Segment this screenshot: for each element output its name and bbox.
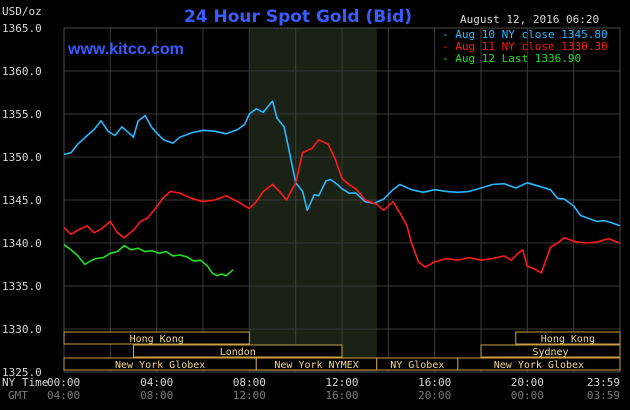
series-line-1 — [63, 100, 621, 227]
y-tick-label: 1330.0 — [2, 323, 42, 336]
y-tick-label: 1325.0 — [2, 366, 42, 379]
y-tick-label: 1365.0 — [2, 22, 42, 35]
gmt-time-tick: 08:00 — [140, 389, 173, 402]
ny-time-tick: 12:00 — [325, 376, 358, 389]
timestamp: August 12, 2016 06:20 — [460, 13, 599, 26]
session-label: New York Globex — [115, 360, 205, 371]
ny-time-tick: 08:00 — [233, 376, 266, 389]
session-bar — [480, 344, 621, 358]
session-bar — [133, 344, 343, 358]
gmt-time-tick: 03:59 — [587, 389, 620, 402]
legend: - Aug 10 NY close 1345.80 - Aug 11 NY cl… — [442, 28, 608, 65]
series-line-3 — [63, 244, 234, 277]
plot-frame — [63, 27, 621, 373]
units-label: USD/oz — [2, 5, 42, 18]
session-bar — [63, 331, 250, 345]
session-label: NY Globex — [390, 360, 444, 371]
y-tick-label: 1335.0 — [2, 280, 42, 293]
axes: 1365.0 1360.0 1355.0 1350.0 1345.0 1340.0 1335… — [2, 22, 620, 402]
y-tick-label: 1360.0 — [2, 65, 42, 78]
gmt-label: GMT — [8, 389, 28, 402]
legend-aug11: - Aug 11 NY close 1330.30 — [442, 40, 608, 53]
session-label: Hong Kong — [541, 334, 595, 345]
y-tick-label: 1350.0 — [2, 151, 42, 164]
gmt-time-tick: 12:00 — [233, 389, 266, 402]
y-tick-label: 1340.0 — [2, 237, 42, 250]
session-label: Sydney — [532, 347, 568, 358]
market-sessions: Hong Kong Hong Kong London Sydney New York G… — [63, 331, 621, 371]
session-label: New York Globex — [494, 360, 584, 371]
gmt-time-tick: 16:00 — [325, 389, 358, 402]
session-label: Hong Kong — [130, 334, 184, 345]
series-lines — [63, 100, 621, 277]
legend-aug10: - Aug 10 NY close 1345.80 — [442, 28, 608, 41]
y-tick-label: 1355.0 — [2, 108, 42, 121]
session-bar — [515, 331, 621, 345]
gmt-time-tick: 00:00 — [511, 389, 544, 402]
ny-time-tick: 20:00 — [511, 376, 544, 389]
series-line-2 — [63, 139, 621, 274]
session-bar — [457, 357, 621, 371]
session-label: New York NYMEX — [274, 360, 358, 371]
legend-aug12: - Aug 12 Last 1336.90 — [442, 52, 581, 65]
chart-title: 24 Hour Spot Gold (Bid) — [184, 7, 412, 27]
ny-time-tick: 23:59 — [587, 376, 620, 389]
ny-time-tick: 00:00 — [47, 376, 80, 389]
gmt-time-tick: 20:00 — [418, 389, 451, 402]
grid — [63, 27, 621, 373]
gmt-time-tick: 04:00 — [47, 389, 80, 402]
ny-time-tick: 04:00 — [140, 376, 173, 389]
ny-time-tick: 16:00 — [418, 376, 451, 389]
session-label: London — [220, 347, 256, 358]
site-url[interactable]: www.kitco.com — [67, 41, 184, 58]
y-tick-label: 1345.0 — [2, 194, 42, 207]
ny-time-label: NY Time — [2, 376, 48, 389]
